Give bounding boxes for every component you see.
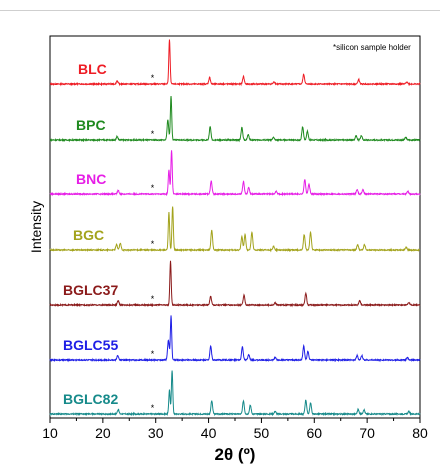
silicon-marker: * bbox=[151, 129, 155, 139]
x-tick-label: 20 bbox=[95, 425, 111, 441]
silicon-note: *silicon sample holder bbox=[333, 43, 411, 52]
series-line-bnc bbox=[49, 150, 421, 197]
series-line-bgc bbox=[49, 206, 421, 253]
series-line-bglc82 bbox=[49, 370, 421, 417]
series-label-bglc55: BGLC55 bbox=[63, 337, 118, 353]
series-layer: BLC * BPC * BNC * BGC * BGLC37 * BGLC55 * BGLC82 * bbox=[49, 39, 421, 417]
x-tick-label: 10 bbox=[42, 425, 58, 441]
series-label-bglc37: BGLC37 bbox=[63, 282, 118, 298]
x-tick-label: 70 bbox=[359, 425, 375, 441]
silicon-marker: * bbox=[151, 183, 155, 193]
series-label-bglc82: BGLC82 bbox=[63, 391, 118, 407]
silicon-marker: * bbox=[151, 349, 155, 359]
series-label-bpc: BPC bbox=[76, 117, 106, 133]
series-line-bglc55 bbox=[49, 315, 421, 363]
silicon-marker: * bbox=[151, 239, 155, 249]
x-tick-label: 30 bbox=[148, 425, 164, 441]
series-label-bgc: BGC bbox=[73, 227, 104, 243]
series-label-blc: BLC bbox=[78, 61, 107, 77]
x-tick-label: 80 bbox=[412, 425, 428, 441]
series-line-bpc bbox=[49, 96, 421, 143]
series-line-bglc37 bbox=[49, 260, 421, 308]
series-line-blc bbox=[49, 39, 421, 87]
x-axis-title: 2θ (º) bbox=[215, 445, 256, 464]
x-tick-label: 50 bbox=[254, 425, 270, 441]
tick-layer: 10 20 30 40 50 60 70 80 bbox=[42, 418, 428, 441]
y-axis-title: Intensity bbox=[28, 201, 44, 253]
x-tick-label: 40 bbox=[201, 425, 217, 441]
silicon-marker: * bbox=[151, 294, 155, 304]
x-tick-label: 60 bbox=[306, 425, 322, 441]
series-label-bnc: BNC bbox=[76, 171, 106, 187]
top-divider bbox=[0, 10, 440, 11]
silicon-marker: * bbox=[151, 73, 155, 83]
silicon-marker: * bbox=[151, 403, 155, 413]
